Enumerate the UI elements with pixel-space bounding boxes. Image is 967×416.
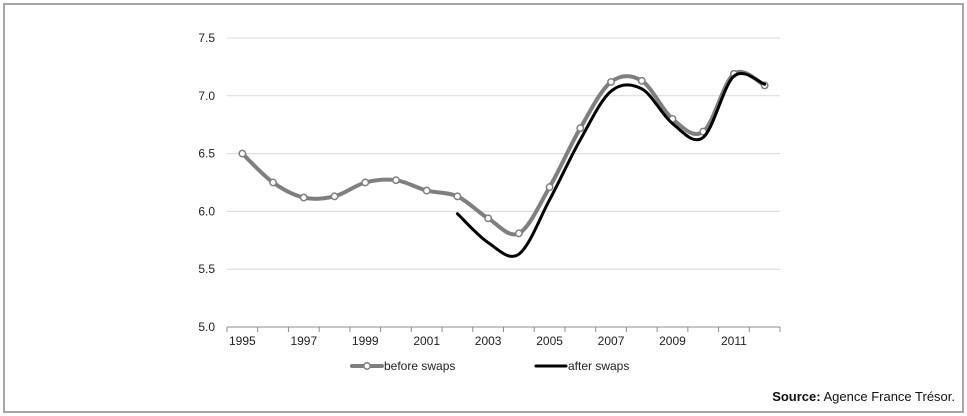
x-tick-label-2001: 2001 bbox=[413, 334, 440, 348]
figure-frame bbox=[3, 3, 964, 413]
source-note: Source: Agence France Trésor. bbox=[772, 389, 955, 404]
data-point-before-swaps-2006 bbox=[576, 124, 585, 133]
x-tick-label-2009: 2009 bbox=[659, 334, 686, 348]
data-point-before-swaps-2002 bbox=[453, 192, 462, 201]
x-tick-label-1995: 1995 bbox=[229, 334, 256, 348]
data-point-before-swaps-1999 bbox=[361, 178, 370, 187]
x-axis-tick-labels: 1995 1997 1999 2001 2003 2005 2007 2009 2011 bbox=[229, 334, 747, 348]
x-tick-label-2011: 2011 bbox=[721, 334, 747, 348]
data-point-before-swaps-1996 bbox=[269, 178, 278, 187]
x-tick-label-1997: 1997 bbox=[290, 334, 317, 348]
legend-label-before-swaps: before swaps bbox=[384, 359, 455, 373]
y-tick-label-6.5: 6.5 bbox=[198, 147, 215, 161]
data-point-before-swaps-2003 bbox=[484, 214, 493, 223]
data-point-before-swaps-2005 bbox=[545, 183, 554, 192]
gridlines bbox=[227, 37, 780, 270]
data-point-before-swaps-2008 bbox=[637, 76, 646, 85]
legend: before swaps after swaps bbox=[350, 359, 629, 373]
x-tick-label-2003: 2003 bbox=[475, 334, 502, 348]
x-tick-label-2007: 2007 bbox=[598, 334, 625, 348]
axes bbox=[226, 326, 781, 332]
y-tick-label-6.0: 6.0 bbox=[198, 204, 215, 218]
y-tick-label-5.5: 5.5 bbox=[198, 262, 215, 276]
data-point-before-swaps-1995 bbox=[238, 149, 247, 158]
y-tick-label-7.5: 7.5 bbox=[198, 31, 215, 45]
series-lines bbox=[238, 69, 769, 258]
data-point-before-swaps-1997 bbox=[299, 193, 308, 202]
source-label: Source: bbox=[772, 389, 821, 404]
x-tick-label-1999: 1999 bbox=[352, 334, 379, 348]
data-point-before-swaps-2001 bbox=[422, 186, 431, 195]
y-tick-label-7.0: 7.0 bbox=[198, 89, 215, 103]
data-point-before-swaps-2004 bbox=[514, 229, 523, 238]
y-axis-tick-labels: 5.0 5.5 6.0 6.5 7.0 7.5 bbox=[198, 31, 215, 334]
x-tick-label-2005: 2005 bbox=[536, 334, 563, 348]
legend-marker-before-swaps bbox=[363, 362, 371, 370]
source-text: Agence France Trésor. bbox=[820, 389, 955, 404]
legend-label-after-swaps: after swaps bbox=[568, 359, 629, 373]
series-line-after-swaps bbox=[455, 71, 767, 258]
data-point-before-swaps-2000 bbox=[392, 176, 400, 185]
data-point-before-swaps-2007 bbox=[607, 77, 615, 86]
data-point-before-swaps-1998 bbox=[330, 192, 339, 201]
y-tick-label-5.0: 5.0 bbox=[198, 320, 215, 334]
